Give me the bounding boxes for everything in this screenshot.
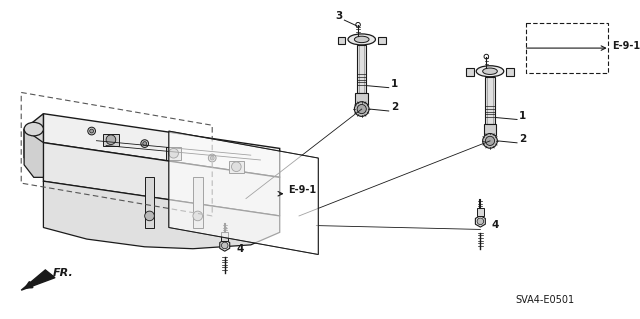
Circle shape [106,135,116,145]
Text: 1: 1 [519,110,526,121]
Circle shape [88,127,95,135]
Text: 4: 4 [236,244,244,254]
Circle shape [485,136,495,145]
Polygon shape [166,147,181,160]
Polygon shape [145,177,154,227]
Polygon shape [476,216,485,227]
Polygon shape [220,240,230,251]
Text: 2: 2 [519,134,526,144]
Ellipse shape [24,122,44,136]
Polygon shape [355,93,368,104]
Polygon shape [484,124,497,135]
Ellipse shape [483,68,497,74]
Circle shape [356,22,360,27]
Polygon shape [24,114,44,158]
Circle shape [141,140,148,147]
Circle shape [145,211,154,221]
Text: E-9-1: E-9-1 [289,185,317,195]
Circle shape [221,242,228,249]
Circle shape [143,142,147,145]
Text: SVA4-E0501: SVA4-E0501 [515,295,575,305]
Polygon shape [44,181,280,249]
Text: FR.: FR. [53,268,74,278]
Ellipse shape [348,34,376,45]
Circle shape [90,129,93,133]
Polygon shape [221,232,228,241]
Text: E-9-1: E-9-1 [612,41,640,51]
Circle shape [169,148,179,158]
Polygon shape [24,129,44,177]
Circle shape [232,162,241,172]
Circle shape [193,211,202,221]
Polygon shape [169,131,318,255]
Polygon shape [21,270,55,290]
Circle shape [355,102,369,116]
Polygon shape [466,69,474,76]
Polygon shape [485,77,495,124]
Ellipse shape [476,66,504,77]
Polygon shape [338,37,345,44]
Ellipse shape [355,36,369,43]
Polygon shape [44,143,280,216]
Polygon shape [357,45,366,93]
Circle shape [484,54,488,59]
Text: 1: 1 [390,79,398,89]
Text: 4: 4 [492,219,499,229]
Polygon shape [506,69,514,76]
Polygon shape [378,37,385,44]
Circle shape [209,154,216,162]
Circle shape [483,134,497,148]
Polygon shape [228,161,244,174]
Polygon shape [477,208,484,216]
Polygon shape [103,134,118,146]
Circle shape [357,104,366,114]
Text: 3: 3 [335,11,342,21]
Circle shape [211,156,214,160]
Polygon shape [44,114,280,177]
Text: 2: 2 [390,102,398,112]
Polygon shape [193,177,202,227]
Circle shape [477,218,484,225]
